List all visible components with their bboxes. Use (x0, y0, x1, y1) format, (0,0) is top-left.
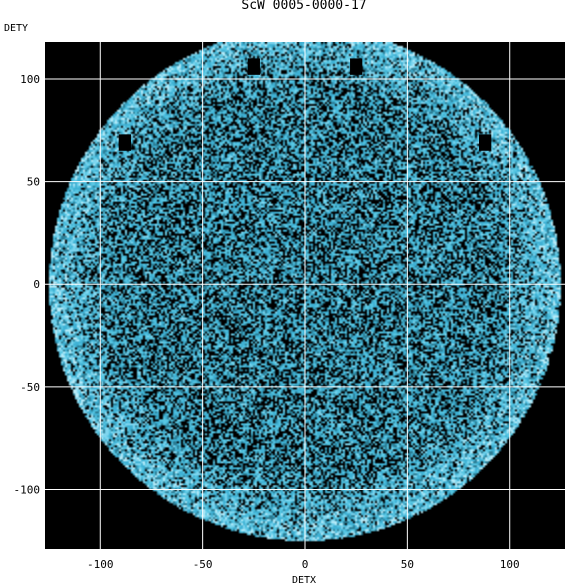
masked-block-1 (247, 58, 260, 75)
masked-block-2 (350, 58, 363, 75)
x-tick-label: 50 (401, 558, 414, 571)
masked-block-3 (118, 134, 131, 151)
y-tick-label: 50 (27, 176, 40, 189)
masked-blocks (118, 58, 492, 151)
y-tick-label: 0 (33, 278, 40, 291)
y-tick-label: -100 (14, 483, 41, 496)
x-tick-label: -100 (87, 558, 114, 571)
x-axis-label: DETX (292, 575, 316, 585)
chart-title: ScW 0005-0000-17 (241, 0, 366, 13)
y-tick-label: -50 (20, 381, 40, 394)
tick-labels: -100 -50 0 50 100 100 50 0 -50 -100 (14, 73, 520, 571)
y-axis-label: DETY (4, 23, 28, 34)
x-tick-label: 100 (500, 558, 520, 571)
y-tick-label: 100 (20, 73, 40, 86)
x-tick-label: -50 (193, 558, 213, 571)
grid-lines (45, 42, 565, 549)
masked-block-4 (479, 134, 492, 151)
x-tick-label: 0 (302, 558, 309, 571)
